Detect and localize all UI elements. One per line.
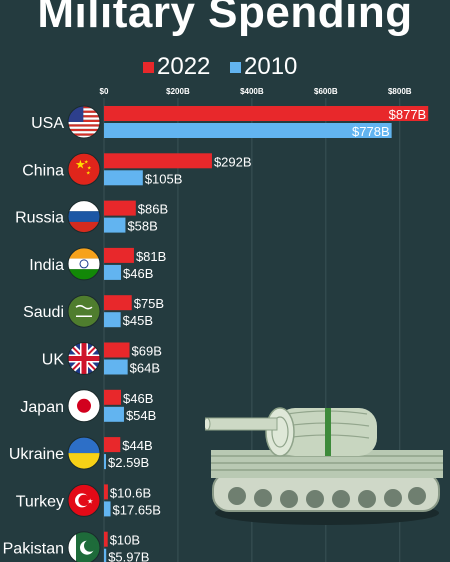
data-label-2010-turkey: $17.65B [113, 502, 161, 517]
data-label-2010-ukraine: $2.59B [108, 455, 149, 470]
category-label-pakistan: Pakistan [3, 541, 64, 558]
bar-2010-pakistan [104, 548, 107, 562]
category-label-usa: USA [31, 115, 64, 132]
india-flag-icon [67, 247, 101, 281]
x-tick-label: $200B [166, 87, 190, 96]
bar-2010-uk [104, 359, 128, 375]
legend-item-2010: 2010 [230, 53, 297, 81]
japan-flag-icon [67, 389, 101, 423]
bar-2022-pakistan [104, 531, 108, 547]
uk-flag-icon [67, 342, 101, 375]
x-tick-label: $0 [100, 87, 109, 96]
bar-2010-russia [104, 217, 126, 233]
data-label-2022-uk: $69B [132, 344, 162, 359]
data-label-2022-japan: $46B [123, 391, 153, 406]
svg-text:★: ★ [86, 170, 91, 176]
data-label-2022-turkey: $10.6B [110, 485, 151, 500]
bar-2022-uk [104, 342, 130, 358]
legend-swatch-2022 [143, 61, 154, 73]
bar-2022-ukraine [104, 437, 121, 453]
data-label-2022-russia: $86B [138, 202, 168, 217]
bar-2010-saudi [104, 312, 121, 328]
data-label-2022-usa: $877B [389, 107, 427, 122]
category-label-saudi: Saudi [23, 304, 64, 321]
money-tank-illustration [205, 407, 443, 525]
bar-2010-turkey [104, 501, 111, 517]
bar-2022-usa [104, 106, 429, 121]
category-label-uk: UK [42, 352, 65, 369]
data-label-2010-japan: $54B [126, 408, 156, 423]
russia-flag-icon [67, 200, 101, 234]
data-label-2010-pakistan: $5.97B [108, 550, 149, 562]
category-label-ukraine: Ukraine [9, 446, 64, 463]
svg-text:★: ★ [87, 165, 92, 171]
bar-2022-turkey [104, 484, 108, 500]
data-label-2022-saudi: $75B [134, 296, 164, 311]
legend-item-2022: 2022 [143, 53, 210, 81]
usa-flag-icon [67, 105, 101, 139]
x-tick-label: $800B [388, 87, 412, 96]
bar-2022-saudi [104, 295, 132, 311]
category-label-china: China [22, 162, 64, 179]
pakistan-flag-icon [67, 531, 101, 562]
bar-2022-russia [104, 200, 136, 216]
data-label-2010-uk: $64B [130, 361, 160, 376]
bar-2010-india [104, 264, 122, 280]
bar-2022-india [104, 247, 134, 263]
data-label-2022-pakistan: $10B [110, 533, 140, 548]
china-flag-icon: ★★★★ [67, 152, 101, 186]
legend-label-2022: 2022 [157, 53, 211, 80]
data-label-2022-ukraine: $44B [122, 438, 152, 453]
chart-title: Military Spending [37, 0, 413, 37]
data-label-2022-china: $292B [214, 154, 252, 169]
category-label-turkey: Turkey [16, 493, 64, 510]
bar-2010-usa [104, 123, 392, 138]
bar-2010-japan [104, 406, 124, 422]
category-label-russia: Russia [15, 210, 64, 227]
turkey-flag-icon: ★ [67, 483, 101, 517]
data-label-2010-saudi: $45B [123, 313, 153, 328]
data-label-2022-india: $81B [136, 249, 166, 264]
x-tick-label: $400B [240, 87, 264, 96]
bar-2022-china [104, 153, 212, 169]
bar-2010-china [104, 170, 143, 186]
category-label-japan: Japan [20, 399, 64, 416]
saudi-flag-icon [67, 294, 101, 328]
bar-2022-japan [104, 389, 122, 405]
bar-2010-ukraine [104, 454, 106, 470]
svg-text:★: ★ [84, 159, 89, 165]
x-tick-label: $600B [314, 87, 338, 96]
data-label-2010-india: $46B [123, 266, 153, 281]
legend-label-2010: 2010 [244, 53, 298, 80]
legend-swatch-2010 [230, 61, 241, 73]
data-label-2010-usa: $778B [352, 124, 390, 139]
svg-text:★: ★ [87, 497, 93, 505]
ukraine-flag-icon [67, 436, 101, 470]
category-label-india: India [29, 257, 64, 274]
data-label-2010-russia: $58B [127, 219, 157, 234]
data-label-2010-china: $105B [145, 171, 183, 186]
svg-text:★: ★ [75, 157, 86, 171]
